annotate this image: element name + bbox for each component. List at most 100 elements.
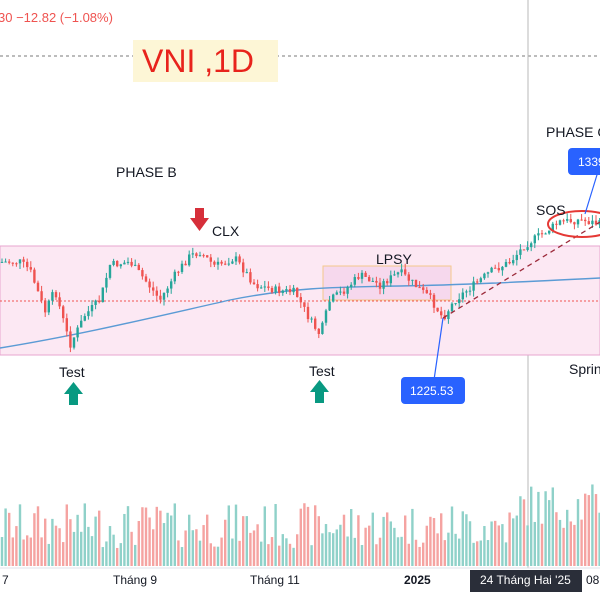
- candle-body: [497, 268, 500, 271]
- candle-body: [342, 291, 346, 294]
- volume-bar: [274, 504, 277, 566]
- candle-body: [422, 287, 425, 290]
- volume-bar: [292, 547, 295, 566]
- volume-bar: [594, 494, 598, 566]
- volume-bar: [198, 540, 202, 566]
- volume-bar: [486, 540, 490, 566]
- candle-body: [116, 260, 119, 267]
- volume-bar: [80, 531, 83, 566]
- volume-bar: [206, 514, 209, 566]
- candle-body: [296, 287, 299, 298]
- candle-body: [544, 233, 547, 235]
- candle-body: [512, 260, 515, 264]
- volume-bar: [418, 546, 421, 566]
- candle-body: [69, 331, 72, 348]
- volume-bar: [461, 511, 464, 566]
- candle-body: [494, 267, 497, 269]
- candle-body: [530, 243, 533, 248]
- spring-label: Sprin: [569, 361, 600, 377]
- volume-bar: [310, 545, 313, 566]
- volume-bar: [213, 546, 216, 566]
- volume-bar: [83, 503, 86, 566]
- candle-body: [119, 264, 122, 267]
- volume-bar: [540, 523, 544, 566]
- x-cursor-label: 24 Tháng Hai '25: [480, 573, 571, 587]
- candle-body: [508, 261, 511, 264]
- candle-body: [555, 223, 558, 225]
- volume-bar: [569, 521, 572, 566]
- candle-body: [47, 300, 50, 313]
- candle-body: [231, 261, 234, 264]
- volume-bar: [18, 504, 22, 566]
- phase-b-label: PHASE B: [116, 164, 177, 180]
- volume-bar: [69, 519, 72, 566]
- volume-bar: [155, 506, 158, 566]
- candle-body: [393, 274, 396, 276]
- candle-body: [429, 293, 432, 295]
- candle-body: [209, 257, 212, 262]
- volume-bar: [472, 542, 475, 566]
- volume-bar: [548, 500, 551, 566]
- candle-body: [166, 288, 169, 293]
- volume-bar: [468, 521, 472, 566]
- candle-body: [468, 290, 472, 292]
- volume-bar: [51, 518, 54, 566]
- volume-bar: [36, 506, 40, 566]
- volume-bar: [425, 525, 428, 566]
- candle-body: [389, 275, 392, 284]
- sos-label: SOS: [536, 202, 566, 218]
- volume-bar: [119, 543, 122, 566]
- volume-bar: [108, 526, 112, 566]
- volume-bar: [411, 508, 414, 566]
- volume-bar: [497, 525, 500, 566]
- candle-body: [591, 220, 594, 225]
- chart-title: VNI ,1D: [142, 43, 254, 79]
- candle-body: [418, 287, 421, 289]
- volume-bar: [328, 532, 331, 566]
- candle-body: [202, 255, 205, 257]
- volume-bar: [429, 516, 432, 566]
- candle-body: [101, 287, 104, 303]
- candle-body: [33, 269, 36, 283]
- candle-body: [278, 286, 281, 293]
- volume-bar: [188, 514, 191, 566]
- volume-bar: [76, 514, 79, 566]
- candle-body: [252, 282, 256, 285]
- candle-body: [148, 281, 151, 288]
- candle-body: [18, 259, 22, 264]
- volume-bar: [134, 544, 137, 566]
- volume-bar: [202, 525, 205, 566]
- candle-body: [573, 222, 576, 225]
- volume-bar: [580, 519, 583, 566]
- volume-bar: [335, 529, 338, 566]
- volume-bar: [116, 547, 119, 566]
- volume-bar: [54, 525, 58, 566]
- candle-body: [213, 261, 216, 265]
- volume-bar: [371, 512, 374, 566]
- candle-body: [454, 303, 457, 305]
- candle-body: [335, 292, 338, 295]
- candle-body: [15, 263, 18, 265]
- candle-body: [321, 322, 324, 334]
- volume-bar: [130, 531, 133, 566]
- volume-bar: [454, 533, 457, 566]
- candle-body: [195, 253, 198, 257]
- volume-bar: [162, 523, 166, 566]
- candle-body: [584, 219, 587, 222]
- candle-body: [386, 281, 389, 284]
- candle-body: [285, 289, 288, 291]
- volume-bar: [263, 506, 266, 566]
- candle-body: [105, 277, 108, 288]
- volume-bar: [112, 534, 115, 566]
- candle-body: [198, 255, 202, 257]
- candle-body: [580, 219, 583, 221]
- candle-body: [371, 280, 374, 282]
- candle-body: [224, 263, 227, 265]
- volume-bar: [382, 516, 385, 566]
- volume-bar: [407, 543, 410, 566]
- volume-bar: [386, 512, 389, 566]
- candle-body: [587, 221, 590, 225]
- volume-bar: [533, 521, 536, 566]
- volume-bar: [184, 530, 187, 566]
